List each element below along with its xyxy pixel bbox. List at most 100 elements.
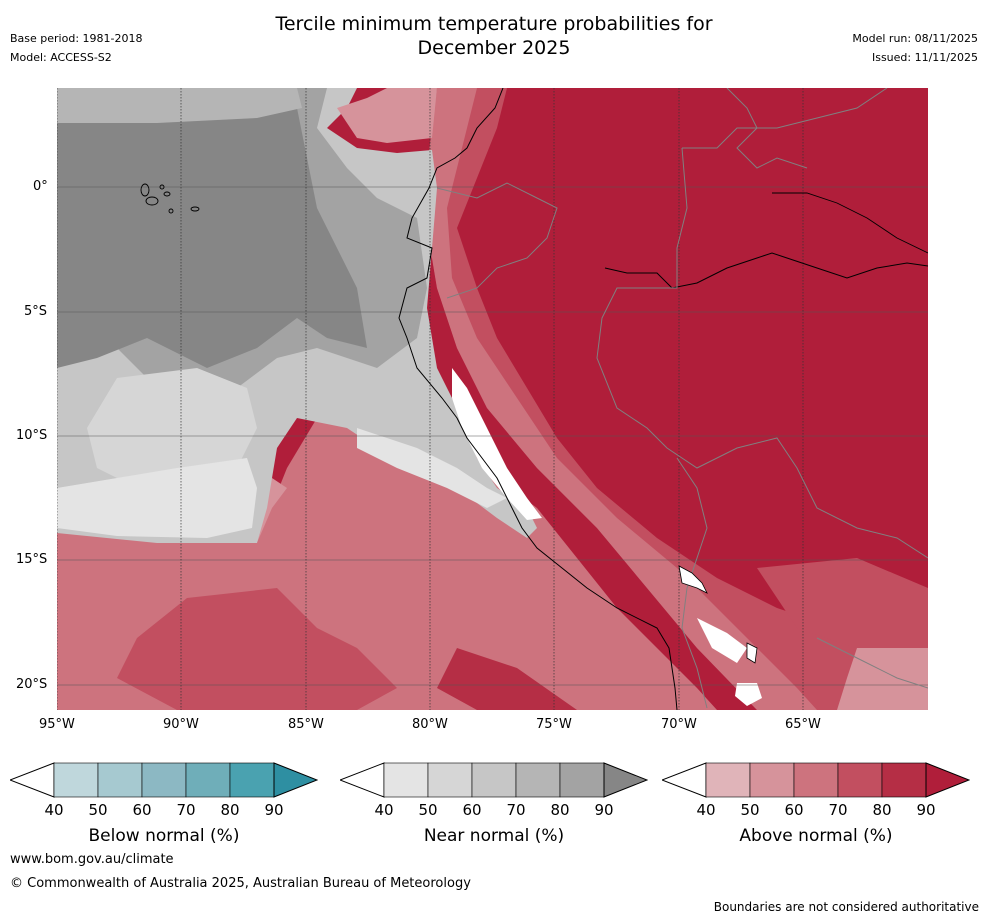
lat-tick-15s: 15°S	[16, 552, 48, 567]
island-c	[163, 191, 171, 197]
footer-disclaimer: Boundaries are not considered authoritat…	[713, 900, 979, 914]
coastline	[398, 88, 678, 710]
island-b	[140, 183, 150, 197]
country-borders	[436, 88, 928, 709]
above-cb-tick-50: 50	[740, 801, 760, 819]
near-cb-tick-50: 50	[418, 801, 438, 819]
lon-tick-95w: 95°W	[39, 717, 75, 732]
island-f	[159, 184, 165, 190]
above-cb-segment-40	[705, 762, 751, 798]
below-cb-segment-70	[185, 762, 231, 798]
map-title: Tercile minimum temperature probabilitie…	[275, 13, 713, 35]
above-normal-region-east-50	[837, 648, 928, 710]
graticule	[57, 186, 928, 686]
above-cb-segment-70	[837, 762, 883, 798]
above-cb-tick-70: 70	[828, 801, 848, 819]
river-north	[772, 192, 928, 254]
lon-tick-85w: 85°W	[288, 717, 324, 732]
above-cb-tick-90: 90	[916, 801, 936, 819]
lat-tick-0: 0°	[33, 179, 48, 194]
near-cb-tick-70: 70	[506, 801, 526, 819]
above-cb-segment-80	[881, 762, 927, 798]
near-cb-segment-80	[559, 762, 605, 798]
below-cb-tick-60: 60	[132, 801, 152, 819]
below-cb-segment-80	[229, 762, 275, 798]
lake-poopo	[746, 642, 758, 664]
lon-tick-70w: 70°W	[661, 717, 697, 732]
near-normal-region-90	[57, 108, 367, 368]
above-normal-region-north-coast	[337, 88, 437, 143]
above-normal-region-80	[437, 648, 577, 710]
border-north	[726, 88, 808, 169]
near-cb-tick-90: 90	[594, 801, 614, 819]
lat-tick-10s: 10°S	[16, 428, 48, 443]
below-cb-extend-high	[273, 762, 318, 798]
no-dominant-tercile-region-south-2	[735, 683, 762, 706]
footer-url[interactable]: www.bom.gov.au/climate	[10, 852, 174, 867]
amazon-river	[604, 252, 928, 289]
lon-tick-80w: 80°W	[412, 717, 448, 732]
lon-tick-65w: 65°W	[785, 717, 821, 732]
lon-tick-75w: 75°W	[536, 717, 572, 732]
below-cb-segment-60	[141, 762, 187, 798]
lat-tick-5s: 5°S	[24, 304, 48, 319]
colorbar-near-normal	[340, 762, 648, 798]
near-cb-tick-80: 80	[550, 801, 570, 819]
map-subtitle: December 2025	[417, 37, 571, 59]
model-run: Model run: 08/11/2025	[852, 32, 978, 45]
above-cb-tick-60: 60	[784, 801, 804, 819]
base-period: Base period: 1981-2018	[10, 32, 143, 45]
above-cb-tick-40: 40	[696, 801, 716, 819]
lon-tick-90w: 90°W	[163, 717, 199, 732]
above-normal-region-east-70	[757, 558, 928, 648]
below-normal-label: Below normal (%)	[88, 826, 240, 846]
border-ecuador-peru	[436, 182, 558, 299]
no-dominant-tercile-region-south	[697, 618, 747, 663]
above-normal-region-coast-60	[427, 88, 817, 710]
island-a	[145, 196, 159, 206]
above-cb-tick-80: 80	[872, 801, 892, 819]
above-normal-label: Above normal (%)	[739, 826, 893, 846]
lake-titicaca	[678, 565, 708, 594]
island-d	[190, 206, 200, 212]
galapagos-islands	[140, 183, 200, 214]
near-cb-segment-40	[383, 762, 429, 798]
near-cb-segment-60	[471, 762, 517, 798]
below-cb-segment-50	[97, 762, 143, 798]
above-cb-extend-low	[662, 762, 707, 798]
above-cb-segment-50	[749, 762, 795, 798]
below-cb-tick-50: 50	[88, 801, 108, 819]
above-cb-extend-high	[925, 762, 970, 798]
no-dominant-tercile-region	[452, 368, 542, 520]
below-cb-tick-40: 40	[44, 801, 64, 819]
near-cb-segment-50	[427, 762, 473, 798]
colorbar-below-normal	[10, 762, 318, 798]
near-cb-extend-low	[340, 762, 385, 798]
model-name: Model: ACCESS-S2	[10, 51, 112, 64]
island-e	[168, 208, 174, 214]
near-cb-tick-40: 40	[374, 801, 394, 819]
below-cb-segment-40	[53, 762, 99, 798]
colorbar-above-normal	[662, 762, 970, 798]
border-colombia-brazil	[682, 88, 888, 149]
lat-tick-20s: 20°S	[16, 677, 48, 692]
border-peru-brazil-bolivia	[596, 147, 928, 559]
near-normal-region-coast-40	[357, 428, 507, 508]
below-cb-extend-low	[10, 762, 55, 798]
near-cb-extend-high	[603, 762, 648, 798]
border-bolivia-paraguay	[816, 637, 928, 689]
near-cb-tick-60: 60	[462, 801, 482, 819]
below-cb-tick-90: 90	[264, 801, 284, 819]
issued-date: Issued: 11/11/2025	[871, 51, 978, 64]
probability-map[interactable]	[57, 88, 928, 710]
near-normal-label: Near normal (%)	[423, 826, 565, 846]
above-cb-segment-60	[793, 762, 839, 798]
near-normal-region-50	[87, 368, 257, 488]
above-normal-region-70	[117, 588, 397, 710]
near-normal-region-40	[57, 458, 257, 538]
near-cb-segment-70	[515, 762, 561, 798]
near-normal-region-north	[57, 88, 302, 123]
below-cb-tick-80: 80	[220, 801, 240, 819]
below-cb-tick-70: 70	[176, 801, 196, 819]
footer-copyright: © Commonwealth of Australia 2025, Austra…	[10, 876, 471, 891]
